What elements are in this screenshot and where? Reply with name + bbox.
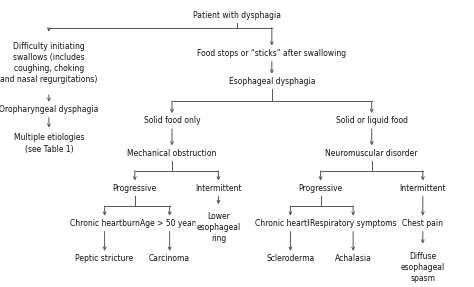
- Text: Esophageal dysphagia: Esophageal dysphagia: [228, 77, 315, 86]
- Text: Carcinoma: Carcinoma: [149, 254, 190, 263]
- Text: Difficulty initiating
swallows (includes
coughing, choking
and nasal regurgitati: Difficulty initiating swallows (includes…: [0, 42, 98, 84]
- Text: Patient with dysphagia: Patient with dysphagia: [193, 11, 281, 20]
- Text: Oropharyngeal dysphagia: Oropharyngeal dysphagia: [0, 105, 99, 114]
- Text: Neuromuscular disorder: Neuromuscular disorder: [326, 149, 418, 158]
- Text: Peptic stricture: Peptic stricture: [75, 254, 134, 263]
- Text: Multiple etiologies
(see Table 1): Multiple etiologies (see Table 1): [14, 133, 84, 154]
- Text: Solid food only: Solid food only: [144, 117, 201, 125]
- Text: Diffuse
esophageal
spasm: Diffuse esophageal spasm: [401, 252, 445, 283]
- Text: Age > 50 years: Age > 50 years: [140, 219, 199, 228]
- Text: Respiratory symptoms: Respiratory symptoms: [310, 219, 396, 228]
- Text: Progressive: Progressive: [299, 184, 343, 193]
- Text: Chronic heartburn: Chronic heartburn: [255, 219, 325, 228]
- Text: Food stops or “sticks” after swallowing: Food stops or “sticks” after swallowing: [197, 49, 346, 58]
- Text: Intermittent: Intermittent: [195, 184, 242, 193]
- Text: Chest pain: Chest pain: [402, 219, 443, 228]
- Text: Mechanical obstruction: Mechanical obstruction: [128, 149, 217, 158]
- Text: Chronic heartburn: Chronic heartburn: [70, 219, 139, 228]
- Text: Intermittent: Intermittent: [400, 184, 446, 193]
- Text: Lower
esophageal
ring: Lower esophageal ring: [196, 212, 240, 243]
- Text: Scleroderma: Scleroderma: [266, 254, 315, 263]
- Text: Solid or liquid food: Solid or liquid food: [336, 117, 408, 125]
- Text: Achalasia: Achalasia: [335, 254, 372, 263]
- Text: Progressive: Progressive: [113, 184, 157, 193]
